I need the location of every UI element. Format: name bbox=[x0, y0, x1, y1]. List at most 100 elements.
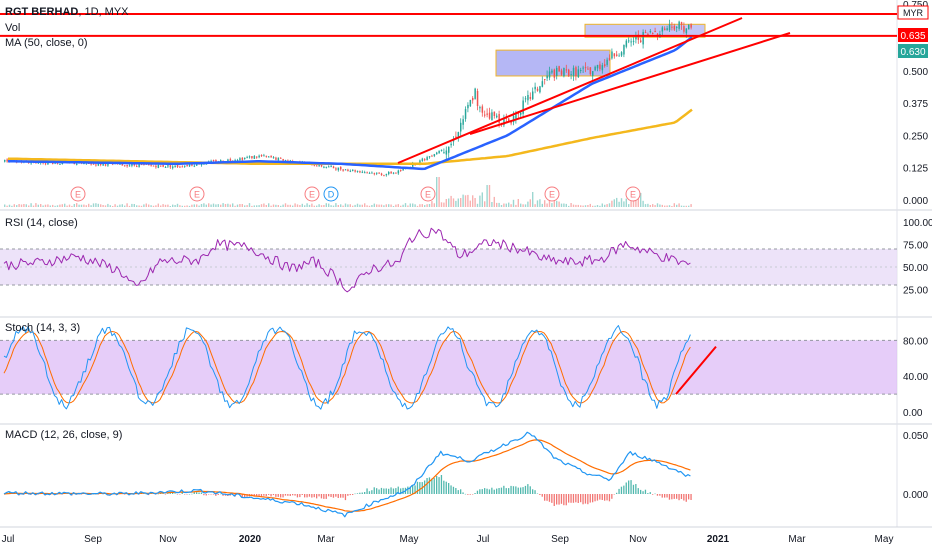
volume-bar bbox=[148, 204, 150, 207]
macd-histogram-bar bbox=[270, 494, 272, 497]
candle-body bbox=[284, 160, 287, 162]
volume-bar bbox=[544, 200, 546, 207]
candle-body bbox=[496, 115, 498, 118]
macd-histogram-bar bbox=[520, 487, 522, 494]
rsi-tick-label: 100.00 bbox=[903, 218, 932, 229]
macd-histogram-bar bbox=[589, 494, 591, 503]
macd-pane[interactable] bbox=[0, 425, 897, 527]
stoch-legend[interactable]: Stoch (14, 3, 3) bbox=[5, 322, 81, 334]
macd-histogram-bar bbox=[383, 488, 385, 494]
candle-body bbox=[536, 88, 539, 91]
interval: 1D bbox=[84, 6, 99, 18]
volume-bar bbox=[289, 204, 291, 207]
macd-histogram-bar bbox=[102, 493, 104, 495]
earnings-marker[interactable] bbox=[189, 186, 205, 202]
volume-bar bbox=[4, 204, 6, 207]
volume-bar bbox=[560, 203, 563, 207]
volume-legend[interactable]: Vol bbox=[5, 22, 21, 34]
volume-bar bbox=[505, 203, 507, 207]
volume-bar bbox=[258, 205, 260, 207]
volume-bar bbox=[270, 205, 272, 207]
macd-histogram-bar bbox=[623, 485, 625, 494]
macd-histogram-bar bbox=[676, 494, 678, 499]
volume-bar bbox=[316, 205, 318, 207]
candle-body bbox=[186, 165, 188, 167]
macd-histogram-bar bbox=[690, 494, 692, 500]
volume-bar bbox=[313, 205, 315, 207]
time-axis-label: Nov bbox=[159, 534, 177, 545]
candle-body bbox=[256, 156, 258, 158]
earnings-marker[interactable] bbox=[420, 186, 436, 202]
volume-bar bbox=[308, 204, 311, 207]
macd-histogram-bar bbox=[407, 486, 409, 494]
volume-bar bbox=[323, 205, 325, 207]
earnings-marker[interactable] bbox=[70, 186, 86, 202]
candle-body bbox=[157, 164, 160, 168]
macd-histogram-bar bbox=[244, 494, 246, 498]
volume-bar bbox=[203, 203, 205, 207]
volume-bar bbox=[248, 203, 251, 207]
stoch-trendline[interactable] bbox=[675, 346, 717, 395]
macd-histogram-bar bbox=[544, 494, 546, 501]
macd-histogram-bar bbox=[481, 489, 483, 494]
candle-body bbox=[169, 165, 172, 168]
volume-bar bbox=[558, 201, 560, 207]
ma-tag bbox=[898, 44, 928, 58]
volume-bar bbox=[272, 204, 275, 207]
earnings-marker[interactable] bbox=[304, 186, 320, 202]
volume-bar bbox=[121, 204, 123, 207]
macd-histogram-bar bbox=[188, 494, 191, 495]
macd-histogram-bar bbox=[580, 494, 582, 503]
time-axis-label: Sep bbox=[551, 534, 569, 545]
volume-bar bbox=[232, 203, 234, 207]
macd-histogram-bar bbox=[539, 494, 541, 495]
macd-histogram-bar bbox=[376, 488, 378, 494]
trendline-upper[interactable] bbox=[397, 17, 743, 164]
volume-bar bbox=[246, 205, 248, 207]
candle-body bbox=[104, 164, 107, 166]
macd-histogram-bar bbox=[472, 494, 474, 495]
candle-body bbox=[390, 171, 392, 174]
volume-bar bbox=[236, 204, 239, 207]
volume-bar bbox=[241, 204, 243, 207]
volume-bar bbox=[83, 204, 85, 207]
symbol-legend: RGT BERHAD, 1D, MYX bbox=[5, 6, 129, 18]
macd-histogram-bar bbox=[95, 494, 97, 495]
volume-bar bbox=[604, 204, 606, 207]
rsi-legend[interactable]: RSI (14, close) bbox=[5, 217, 78, 229]
candle-body bbox=[227, 159, 229, 162]
macd-histogram-bar bbox=[666, 494, 668, 498]
candle-body bbox=[428, 156, 431, 158]
earnings-marker[interactable] bbox=[544, 186, 560, 202]
macd-histogram-bar bbox=[395, 488, 397, 494]
volume-bar bbox=[448, 198, 450, 207]
candle-body bbox=[445, 150, 448, 155]
price-tick-label: 0.375 bbox=[903, 99, 928, 110]
volume-bar bbox=[642, 200, 644, 207]
macd-histogram-bar bbox=[174, 493, 176, 494]
trendline-lower[interactable] bbox=[469, 32, 791, 135]
volume-bar bbox=[400, 205, 402, 207]
candle-body bbox=[359, 171, 361, 173]
volume-bar bbox=[488, 185, 491, 207]
volume-bar bbox=[200, 204, 203, 207]
macd-histogram-bar bbox=[176, 494, 179, 495]
earnings-marker[interactable] bbox=[625, 186, 641, 202]
volume-bar bbox=[37, 204, 39, 207]
candle-body bbox=[248, 156, 251, 158]
macd-histogram-bar bbox=[512, 486, 515, 494]
ma-legend[interactable]: MA (50, close, 0) bbox=[5, 37, 88, 49]
volume-bar bbox=[652, 204, 654, 207]
earnings-marker-label: E bbox=[549, 190, 555, 200]
macd-histogram-bar bbox=[484, 488, 486, 494]
macd-legend[interactable]: MACD (12, 26, close, 9) bbox=[5, 429, 123, 441]
price-pane[interactable] bbox=[0, 0, 897, 209]
volume-bar bbox=[340, 204, 342, 207]
macd-histogram-bar bbox=[344, 494, 347, 501]
macd-histogram-bar bbox=[438, 477, 440, 494]
dividend-marker[interactable] bbox=[323, 186, 339, 202]
candle-body bbox=[589, 67, 592, 75]
macd-histogram-bar bbox=[608, 494, 611, 502]
